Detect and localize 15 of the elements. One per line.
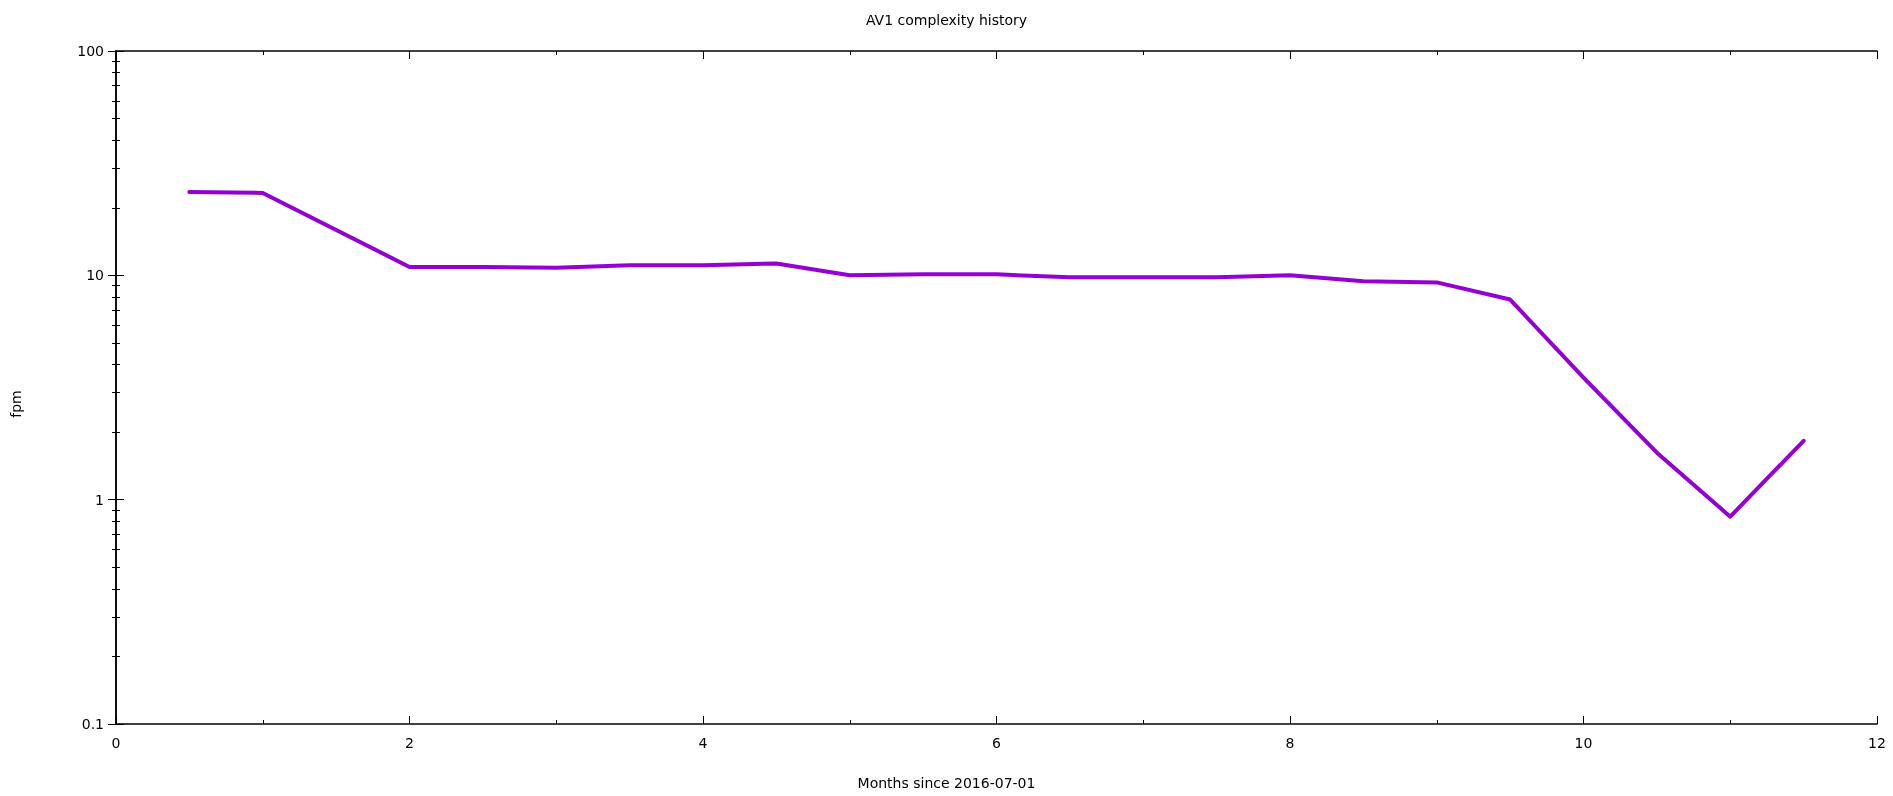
line-series	[187, 190, 1806, 519]
x-axis-title: Months since 2016-07-01	[857, 775, 1036, 791]
x-tick-label: 4	[698, 735, 708, 751]
y-tick-label: 100	[77, 43, 104, 59]
y-tick-label: 1	[95, 491, 104, 508]
x-tick-label: 2	[405, 735, 414, 751]
x-tick-label: 8	[1285, 735, 1295, 751]
x-tick-label: 6	[992, 735, 1002, 751]
x-tick-label: 0	[111, 735, 121, 751]
y-tick-label: 10	[86, 267, 104, 284]
chart-title: AV1 complexity history	[865, 12, 1028, 28]
x-tick-label: 10	[1574, 735, 1593, 751]
x-tick-label: 12	[1868, 735, 1886, 751]
y-tick-label: 0.1	[81, 716, 104, 732]
y-axis-title: fpm	[8, 390, 24, 418]
